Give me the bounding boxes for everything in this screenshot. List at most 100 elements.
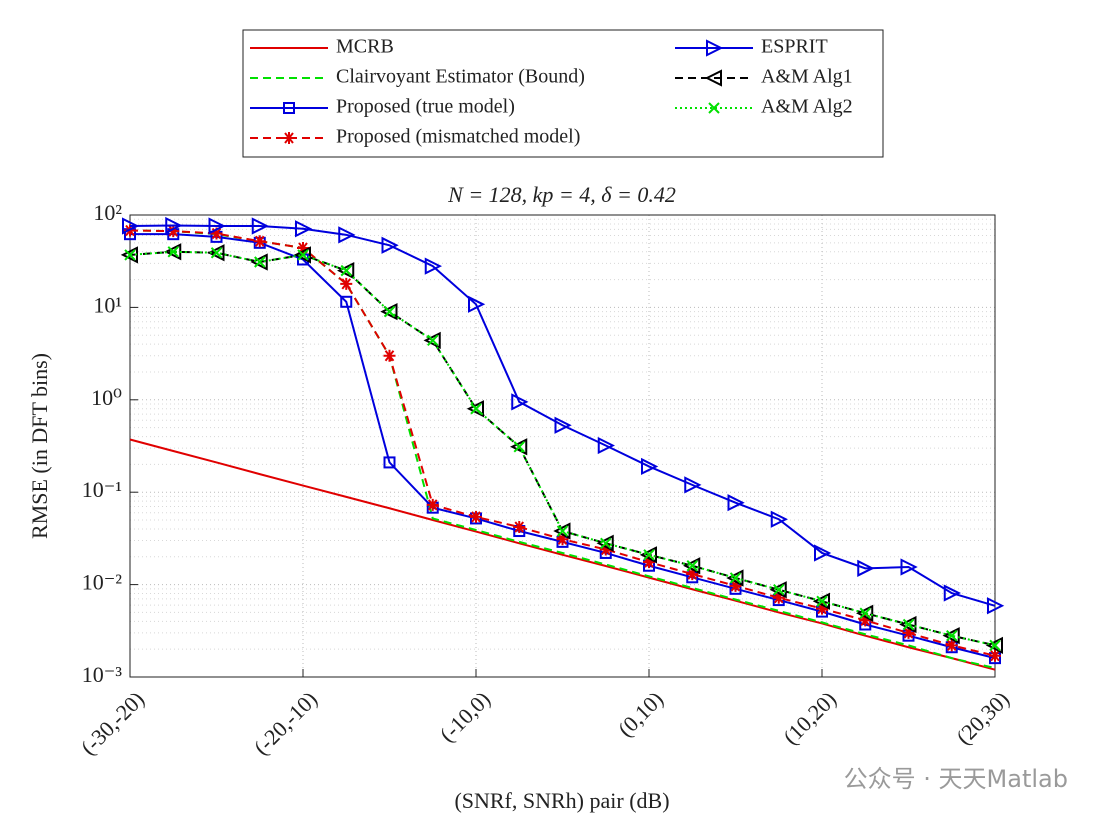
marker [770,510,788,528]
marker [510,438,528,456]
marker [340,295,353,308]
marker [729,579,742,592]
marker [816,602,828,615]
legend-label: A&M Alg1 [761,66,853,88]
marker [706,39,724,57]
marker [337,262,355,280]
marker [859,614,872,627]
marker [124,249,136,261]
marker [293,246,311,264]
marker [283,102,295,114]
marker [859,607,871,619]
marker [599,543,612,556]
marker [426,498,439,511]
y-tick-label: 10⁰ [91,385,122,410]
marker [556,525,569,537]
marker [470,510,482,523]
marker [210,247,223,259]
marker [167,225,180,238]
marker [207,244,225,262]
marker [814,544,832,562]
marker [423,331,441,349]
plot-frame [129,214,996,678]
marker [511,393,529,411]
marker [600,537,612,549]
marker [383,305,396,318]
marker [470,403,482,415]
marker [427,334,439,347]
marker [729,572,742,584]
y-tick-label: 10⁻¹ [82,477,122,502]
marker [989,649,1001,662]
marker [686,568,699,581]
legend-label: A&M Alg2 [761,96,853,118]
marker [381,236,399,254]
marker [253,235,266,248]
series-line [129,224,996,607]
marker [989,639,1001,652]
marker [945,639,958,652]
y-axis-label: RMSE (in DFT bins) [27,353,52,539]
marker [769,581,787,599]
marker [726,569,744,587]
marker [295,220,313,238]
marker [596,534,614,552]
marker [641,457,659,476]
chart-title: N = 128, kp = 4, δ = 0.42 [447,182,676,207]
y-tick-label: 10⁻³ [82,662,123,687]
y-tick-label: 10⁻² [82,570,123,595]
marker [466,400,484,418]
marker [283,132,295,144]
marker [122,217,140,235]
marker [772,591,785,604]
marker [383,349,396,362]
marker [556,533,569,546]
marker [900,558,918,576]
marker [816,595,828,607]
marker [946,629,958,642]
y-tick-label: 10¹ [93,292,122,317]
watermark: 公众号 · 天天Matlab [844,765,1068,793]
marker [340,277,353,290]
marker [424,257,442,275]
marker [513,521,526,534]
marker [251,217,269,235]
marker [643,549,655,561]
marker [167,246,179,258]
marker [812,592,830,610]
marker [773,584,785,596]
marker [597,436,615,455]
marker [708,102,720,114]
marker [340,264,352,277]
marker [468,295,486,313]
marker [987,597,1005,615]
marker [250,253,268,271]
marker [902,626,915,639]
marker [554,416,572,434]
marker [165,216,183,235]
y-tick-label: 10² [93,200,122,225]
marker [643,556,655,569]
marker [513,441,525,453]
marker [254,256,266,268]
marker [943,584,961,602]
marker [297,241,309,254]
marker [684,476,702,494]
marker [856,604,874,622]
marker [704,69,722,87]
marker [857,559,875,577]
marker [338,226,356,244]
legend-box [242,29,884,158]
x-axis-label: (SNRf, SNRh) pair (dB) [454,788,669,813]
marker [902,618,915,631]
marker [380,303,398,321]
marker [639,546,657,564]
marker [985,636,1003,654]
marker [208,217,226,235]
marker [553,522,571,540]
marker [210,227,223,240]
legend-label: MCRB [336,36,394,58]
marker [942,627,960,645]
marker [383,456,396,469]
